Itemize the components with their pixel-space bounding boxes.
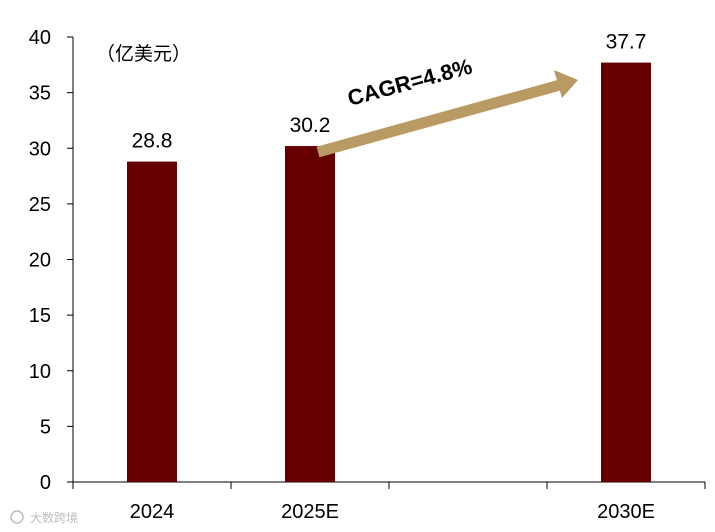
bar xyxy=(601,62,651,483)
watermark-text: 大数跨境 xyxy=(30,510,78,525)
y-tick-label: 0 xyxy=(40,472,51,494)
unit-label: （亿美元） xyxy=(96,43,191,65)
y-tick-label: 20 xyxy=(29,250,51,272)
y-tick-label: 10 xyxy=(29,361,51,383)
cagr-label: CAGR=4.8% xyxy=(345,54,475,111)
x-tick-label: 2030E xyxy=(597,501,655,523)
data-label: 28.8 xyxy=(132,130,173,153)
bar xyxy=(285,146,335,482)
cagr-arrow-head xyxy=(554,70,578,98)
bar xyxy=(127,161,177,482)
y-tick-label: 40 xyxy=(29,27,51,49)
x-tick-label: 2025E xyxy=(281,501,339,523)
x-tick-label: 2024 xyxy=(130,501,175,523)
y-tick-label: 15 xyxy=(29,305,51,327)
y-tick-label: 5 xyxy=(40,416,51,438)
watermark: 大数跨境 xyxy=(10,510,78,525)
y-tick-label: 25 xyxy=(29,194,51,216)
data-label: 30.2 xyxy=(290,114,331,137)
y-tick-label: 30 xyxy=(29,138,51,160)
watermark-icon xyxy=(10,510,24,524)
cagr-arrow-shaft xyxy=(316,79,562,158)
y-tick-label: 35 xyxy=(29,83,51,105)
cagr-annotation: CAGR=4.8% xyxy=(316,54,578,158)
data-labels: 28.8 30.2 37.7 xyxy=(132,31,647,153)
y-axis: 0 5 10 15 20 25 30 35 40 xyxy=(29,27,74,494)
x-axis: 2024 2025E 2030E xyxy=(72,481,706,523)
data-label: 37.7 xyxy=(606,31,647,54)
bars xyxy=(127,62,651,483)
